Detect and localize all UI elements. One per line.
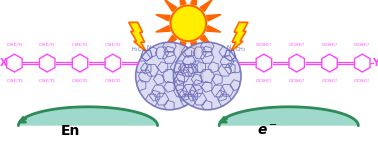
Polygon shape	[207, 14, 221, 21]
Text: $\mathsf{C_8H_{17}O}$: $\mathsf{C_8H_{17}O}$	[6, 77, 23, 85]
Polygon shape	[129, 22, 147, 52]
Text: $\mathsf{OC_8H_{17}}$: $\mathsf{OC_8H_{17}}$	[288, 77, 305, 85]
Polygon shape	[156, 14, 170, 21]
Polygon shape	[230, 22, 248, 52]
Polygon shape	[207, 26, 221, 32]
Circle shape	[170, 5, 206, 41]
Text: $\mathsf{C_8H_{17}O}$: $\mathsf{C_8H_{17}O}$	[39, 77, 56, 85]
Text: $\mathsf{C_8H_{17}O}$: $\mathsf{C_8H_{17}O}$	[39, 42, 56, 49]
Polygon shape	[200, 0, 212, 11]
Text: $\mathsf{C_8H_{17}O}$: $\mathsf{C_8H_{17}O}$	[71, 42, 89, 49]
Polygon shape	[180, 42, 186, 56]
Text: N: N	[226, 45, 230, 50]
Text: $\mathsf{OC_8H_{17}}$: $\mathsf{OC_8H_{17}}$	[255, 77, 273, 85]
Text: e$^-$: e$^-$	[257, 124, 277, 138]
Polygon shape	[191, 42, 197, 56]
Text: $\mathsf{OC_8H_{17}}$: $\mathsf{OC_8H_{17}}$	[353, 42, 371, 49]
Text: $\mathsf{OC_8H_{17}}$: $\mathsf{OC_8H_{17}}$	[353, 77, 371, 85]
Text: $\mathsf{OC_8H_{17}}$: $\mathsf{OC_8H_{17}}$	[288, 42, 305, 49]
Circle shape	[174, 42, 241, 110]
Text: $\mathsf{OC_8H_{17}}$: $\mathsf{OC_8H_{17}}$	[321, 42, 338, 49]
Text: Y: Y	[372, 58, 378, 68]
Polygon shape	[180, 0, 186, 5]
Text: X: X	[0, 58, 7, 68]
Text: En: En	[60, 124, 80, 138]
Polygon shape	[164, 0, 177, 11]
Polygon shape	[156, 26, 170, 32]
Polygon shape	[164, 35, 177, 47]
Polygon shape	[191, 0, 197, 5]
Circle shape	[136, 42, 203, 110]
Polygon shape	[200, 35, 212, 47]
Text: $\mathsf{C_8H_{17}O}$: $\mathsf{C_8H_{17}O}$	[71, 77, 89, 85]
Polygon shape	[219, 107, 358, 126]
Text: $\mathsf{C_8H_{17}O}$: $\mathsf{C_8H_{17}O}$	[104, 77, 122, 85]
Text: $\mathsf{CH_3}$: $\mathsf{CH_3}$	[234, 45, 246, 54]
Text: $\mathsf{C_8H_{17}O}$: $\mathsf{C_8H_{17}O}$	[6, 42, 23, 49]
Text: $\mathsf{C_8H_{17}O}$: $\mathsf{C_8H_{17}O}$	[104, 42, 122, 49]
Polygon shape	[19, 107, 158, 126]
Text: $\mathsf{H_3C}$: $\mathsf{H_3C}$	[131, 45, 142, 54]
Text: $\mathsf{OC_8H_{17}}$: $\mathsf{OC_8H_{17}}$	[255, 42, 273, 49]
Text: N: N	[147, 45, 151, 50]
Text: $\mathsf{OC_8H_{17}}$: $\mathsf{OC_8H_{17}}$	[321, 77, 338, 85]
